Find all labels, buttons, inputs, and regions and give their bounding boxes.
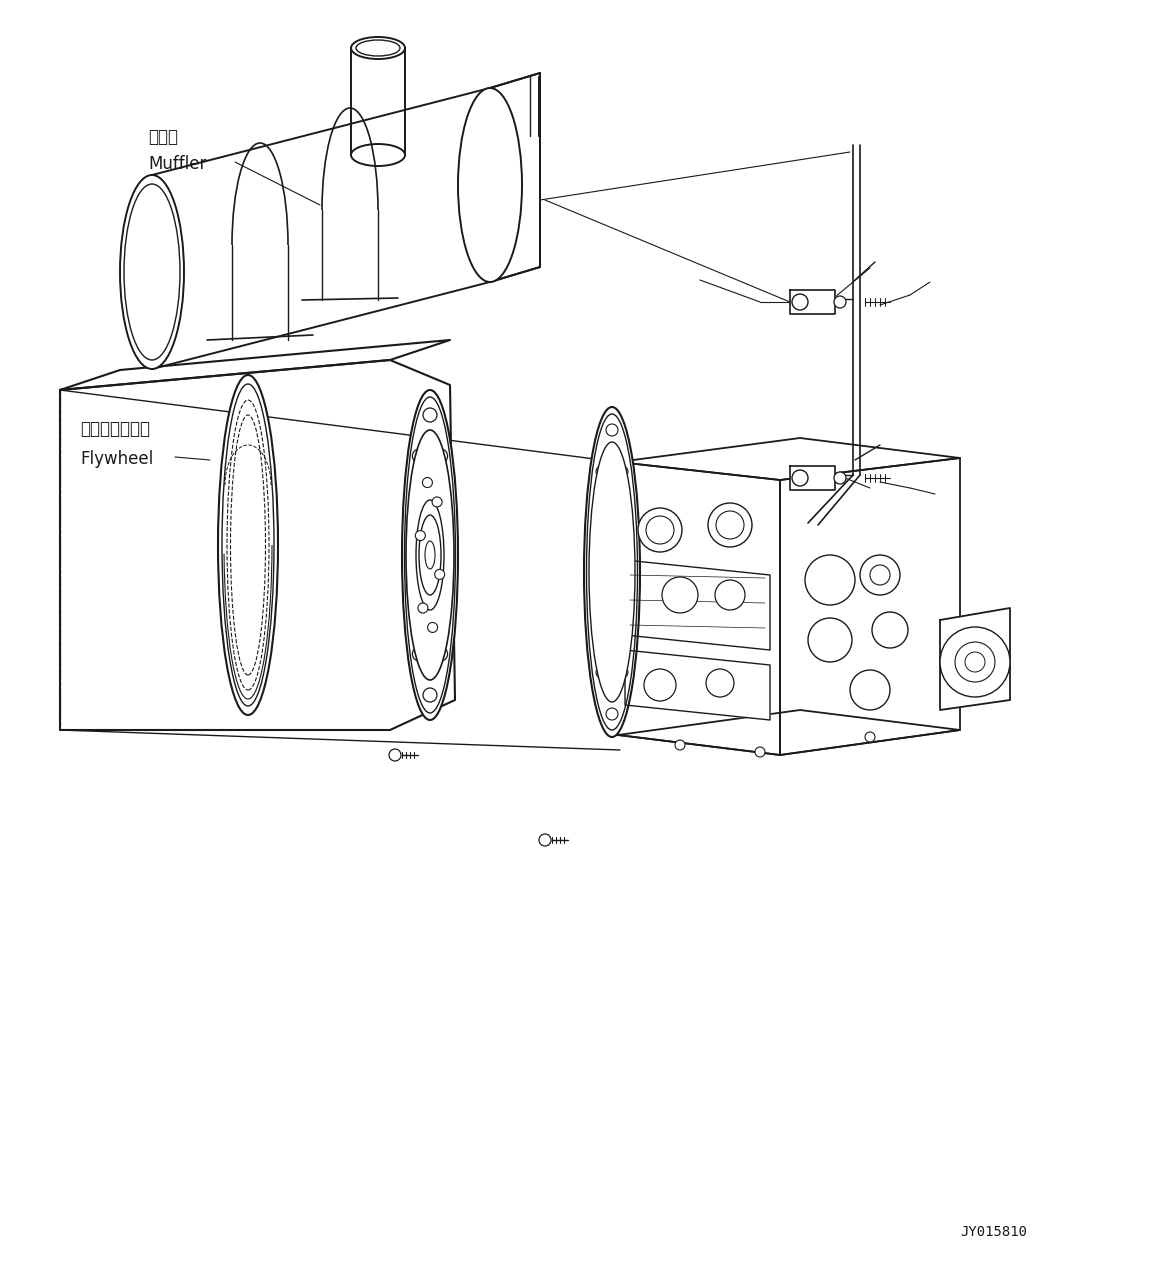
Circle shape bbox=[423, 689, 437, 701]
Circle shape bbox=[415, 530, 426, 541]
Ellipse shape bbox=[222, 384, 274, 707]
Circle shape bbox=[859, 555, 900, 595]
Circle shape bbox=[606, 423, 618, 436]
Text: フライホイール: フライホイール bbox=[80, 420, 150, 438]
Circle shape bbox=[408, 548, 422, 562]
Circle shape bbox=[413, 647, 427, 662]
Circle shape bbox=[388, 749, 401, 761]
Circle shape bbox=[413, 449, 427, 463]
Circle shape bbox=[423, 408, 437, 422]
Circle shape bbox=[644, 669, 676, 701]
Circle shape bbox=[434, 647, 448, 662]
Ellipse shape bbox=[406, 430, 454, 680]
Circle shape bbox=[597, 667, 608, 678]
Circle shape bbox=[808, 618, 852, 662]
Polygon shape bbox=[152, 88, 490, 369]
Circle shape bbox=[872, 613, 908, 647]
Polygon shape bbox=[790, 290, 835, 314]
Circle shape bbox=[865, 732, 875, 743]
Ellipse shape bbox=[405, 396, 456, 713]
Ellipse shape bbox=[356, 40, 400, 57]
Circle shape bbox=[616, 667, 628, 678]
Polygon shape bbox=[490, 73, 540, 282]
Circle shape bbox=[792, 470, 808, 486]
Circle shape bbox=[850, 671, 890, 710]
Ellipse shape bbox=[227, 400, 269, 690]
Circle shape bbox=[675, 740, 685, 750]
Circle shape bbox=[620, 566, 632, 578]
Circle shape bbox=[834, 296, 846, 308]
Circle shape bbox=[965, 653, 985, 672]
Circle shape bbox=[662, 577, 698, 613]
Circle shape bbox=[792, 293, 808, 310]
Text: Flywheel: Flywheel bbox=[80, 450, 154, 468]
Circle shape bbox=[708, 503, 752, 547]
Circle shape bbox=[716, 511, 744, 539]
Ellipse shape bbox=[458, 88, 522, 282]
Polygon shape bbox=[60, 340, 450, 390]
Circle shape bbox=[755, 746, 765, 757]
Circle shape bbox=[428, 623, 437, 632]
Ellipse shape bbox=[120, 175, 184, 369]
Polygon shape bbox=[618, 710, 959, 755]
Ellipse shape bbox=[424, 541, 435, 569]
Circle shape bbox=[435, 569, 444, 579]
Ellipse shape bbox=[351, 144, 405, 166]
Polygon shape bbox=[618, 438, 959, 480]
Ellipse shape bbox=[230, 414, 265, 674]
Circle shape bbox=[616, 466, 628, 477]
Circle shape bbox=[422, 477, 433, 488]
Text: JY015810: JY015810 bbox=[959, 1225, 1027, 1239]
Circle shape bbox=[606, 708, 618, 719]
Polygon shape bbox=[625, 560, 770, 650]
Circle shape bbox=[706, 669, 734, 698]
Circle shape bbox=[592, 566, 604, 578]
Circle shape bbox=[940, 627, 1009, 698]
Circle shape bbox=[538, 834, 551, 846]
Circle shape bbox=[870, 565, 890, 586]
Ellipse shape bbox=[351, 37, 405, 59]
Polygon shape bbox=[625, 650, 770, 719]
Ellipse shape bbox=[584, 407, 640, 737]
Text: Muffler: Muffler bbox=[148, 154, 206, 172]
Text: マフラ: マフラ bbox=[148, 127, 178, 145]
Circle shape bbox=[433, 497, 442, 507]
Polygon shape bbox=[790, 466, 835, 490]
Ellipse shape bbox=[416, 501, 444, 610]
Circle shape bbox=[434, 449, 448, 463]
Ellipse shape bbox=[419, 515, 441, 595]
Circle shape bbox=[638, 508, 682, 552]
Circle shape bbox=[834, 472, 846, 484]
Circle shape bbox=[438, 548, 452, 562]
Circle shape bbox=[955, 642, 996, 682]
Ellipse shape bbox=[402, 390, 458, 719]
Circle shape bbox=[418, 604, 428, 613]
Polygon shape bbox=[618, 462, 780, 755]
Polygon shape bbox=[940, 607, 1009, 710]
Circle shape bbox=[597, 466, 608, 477]
Ellipse shape bbox=[588, 441, 635, 701]
Ellipse shape bbox=[124, 184, 180, 360]
Ellipse shape bbox=[217, 375, 278, 716]
Circle shape bbox=[715, 580, 745, 610]
Circle shape bbox=[805, 555, 855, 605]
Polygon shape bbox=[60, 360, 455, 730]
Polygon shape bbox=[780, 458, 959, 755]
Circle shape bbox=[645, 516, 675, 544]
Ellipse shape bbox=[586, 414, 637, 730]
